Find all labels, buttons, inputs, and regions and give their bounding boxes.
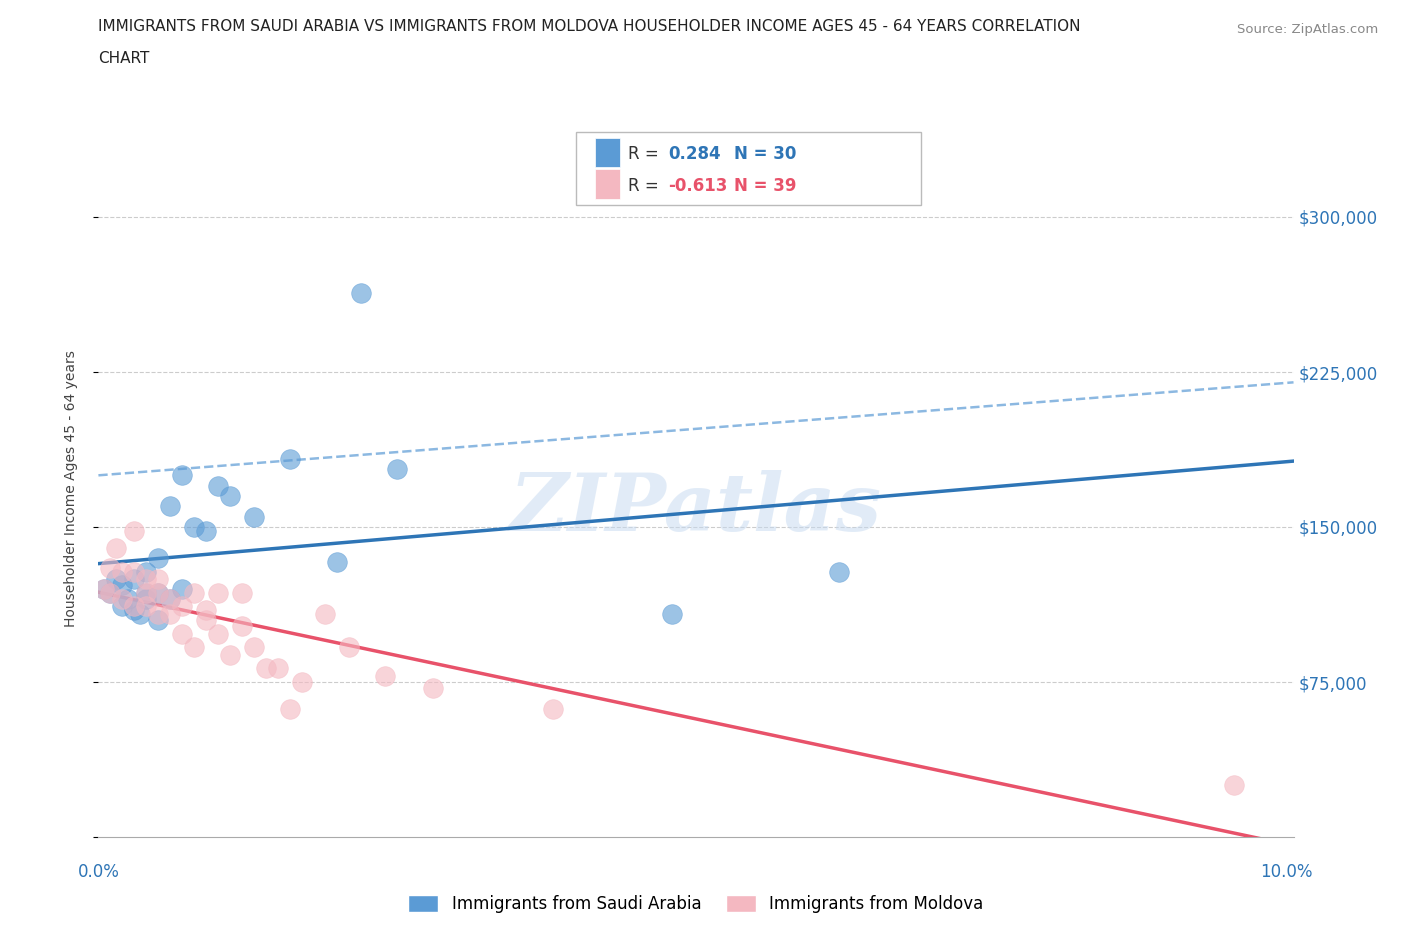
Point xyxy=(117,591,139,606)
Point xyxy=(828,565,851,580)
Point xyxy=(231,618,253,633)
Point xyxy=(135,586,157,601)
Text: N = 39: N = 39 xyxy=(734,177,796,195)
Point xyxy=(111,565,134,580)
Point xyxy=(135,586,157,601)
Point xyxy=(422,681,444,696)
Point xyxy=(135,565,157,580)
Text: 0.284: 0.284 xyxy=(668,145,720,164)
Point xyxy=(207,586,229,601)
Point xyxy=(219,647,242,662)
Point xyxy=(1223,777,1246,792)
Point xyxy=(111,578,134,592)
Point xyxy=(385,461,409,476)
Point xyxy=(100,586,122,601)
Point xyxy=(129,606,152,621)
Point xyxy=(93,581,115,596)
Point xyxy=(124,598,146,613)
Point xyxy=(207,478,229,493)
Text: IMMIGRANTS FROM SAUDI ARABIA VS IMMIGRANTS FROM MOLDOVA HOUSEHOLDER INCOME AGES : IMMIGRANTS FROM SAUDI ARABIA VS IMMIGRAN… xyxy=(98,19,1081,33)
Text: ZIPatlas: ZIPatlas xyxy=(510,471,882,548)
Point xyxy=(661,606,683,621)
Point xyxy=(183,520,205,535)
Legend: Immigrants from Saudi Arabia, Immigrants from Moldova: Immigrants from Saudi Arabia, Immigrants… xyxy=(402,888,990,920)
Text: 10.0%: 10.0% xyxy=(1260,863,1313,882)
Point xyxy=(195,613,218,628)
Point xyxy=(148,606,170,621)
Y-axis label: Householder Income Ages 45 - 64 years: Householder Income Ages 45 - 64 years xyxy=(63,350,77,627)
Point xyxy=(148,571,170,586)
Point xyxy=(278,451,301,466)
Point xyxy=(243,640,266,655)
Text: 0.0%: 0.0% xyxy=(77,863,120,882)
Point xyxy=(105,571,128,586)
Point xyxy=(254,660,277,675)
Point xyxy=(374,669,396,684)
Point xyxy=(135,598,157,613)
Point xyxy=(207,627,229,642)
Point xyxy=(541,701,564,716)
Point xyxy=(135,571,157,586)
Point xyxy=(326,554,349,569)
Point xyxy=(183,586,205,601)
Text: -0.613: -0.613 xyxy=(668,177,727,195)
Point xyxy=(159,591,181,606)
Point xyxy=(159,591,181,606)
Point xyxy=(135,591,157,606)
Point xyxy=(124,524,146,538)
Point xyxy=(105,540,128,555)
Point xyxy=(291,674,314,689)
Text: N = 30: N = 30 xyxy=(734,145,796,164)
Text: CHART: CHART xyxy=(98,51,150,66)
Point xyxy=(159,606,181,621)
Point xyxy=(111,598,134,613)
Point xyxy=(111,591,134,606)
Text: R =: R = xyxy=(628,145,665,164)
Point xyxy=(219,488,242,503)
Point xyxy=(148,586,170,601)
Point xyxy=(124,603,146,618)
Point xyxy=(183,640,205,655)
Point xyxy=(148,586,170,601)
Point xyxy=(100,561,122,576)
Point xyxy=(100,586,122,601)
Point xyxy=(315,606,337,621)
Point xyxy=(195,603,218,618)
Point xyxy=(267,660,290,675)
Text: R =: R = xyxy=(628,177,665,195)
Point xyxy=(148,613,170,628)
Point xyxy=(278,701,301,716)
Point xyxy=(339,640,360,655)
Point xyxy=(172,598,194,613)
Point xyxy=(195,524,218,538)
Text: Source: ZipAtlas.com: Source: ZipAtlas.com xyxy=(1237,23,1378,36)
Point xyxy=(124,571,146,586)
Point xyxy=(231,586,253,601)
Point xyxy=(172,581,194,596)
Point xyxy=(172,468,194,483)
Point xyxy=(124,565,146,580)
Point xyxy=(172,627,194,642)
Point xyxy=(148,551,170,565)
Point xyxy=(93,581,115,596)
Point xyxy=(350,286,373,301)
Point xyxy=(159,498,181,513)
Point xyxy=(243,510,266,525)
